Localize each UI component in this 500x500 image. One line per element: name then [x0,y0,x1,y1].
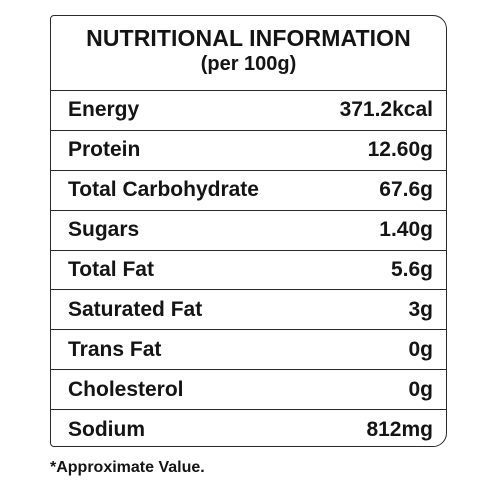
nutrition-row-cholesterol: Cholesterol 0g [51,370,446,411]
nutrient-label: Total Carbohydrate [68,178,259,202]
nutrient-value: 1.40g [379,218,433,242]
nutrient-value: 12.60g [367,138,433,162]
nutrient-label: Energy [68,98,140,122]
panel-subtitle: (per 100g) [200,53,297,75]
nutrient-value: 371.2kcal [339,98,433,122]
nutrient-value: 812mg [366,418,433,442]
nutrient-label: Total Fat [68,258,154,281]
panel-header: NUTRITIONAL INFORMATION (per 100g) [51,16,446,90]
nutrition-row-trans-fat: Trans Fat 0g [51,330,446,371]
nutrient-label: Trans Fat [68,337,162,361]
panel-title: NUTRITIONAL INFORMATION [86,25,411,51]
nutrition-row-energy: Energy 371.2kcal [51,91,446,131]
footnote: *Approximate Value. [50,459,205,476]
nutrient-label: Protein [68,138,141,162]
nutrient-label: Cholesterol [68,377,184,401]
nutrient-value: 0g [408,337,433,361]
nutrition-panel: NUTRITIONAL INFORMATION (per 100g) Energ… [50,15,447,447]
nutrient-label: Saturated Fat [68,297,203,321]
nutrient-label: Sugars [68,218,140,242]
nutrition-table: Energy 371.2kcal Protein 12.60g Total Ca… [51,90,446,450]
nutrition-row-total-fat: Total Fat 5.6g [51,251,446,291]
nutrition-row-sodium: Sodium 812mg [51,410,446,450]
nutrient-label: Sodium [68,418,145,442]
nutrient-value: 5.6g [390,258,433,281]
nutrient-value: 3g [408,297,433,321]
nutrient-value: 0g [408,377,433,401]
nutrition-row-protein: Protein 12.60g [51,131,446,171]
nutrition-row-total-carbohydrate: Total Carbohydrate 67.6g [51,171,446,211]
nutrient-value: 67.6g [379,178,433,202]
nutrition-row-sugars: Sugars 1.40g [51,211,446,251]
nutrition-row-saturated-fat: Saturated Fat 3g [51,290,446,331]
